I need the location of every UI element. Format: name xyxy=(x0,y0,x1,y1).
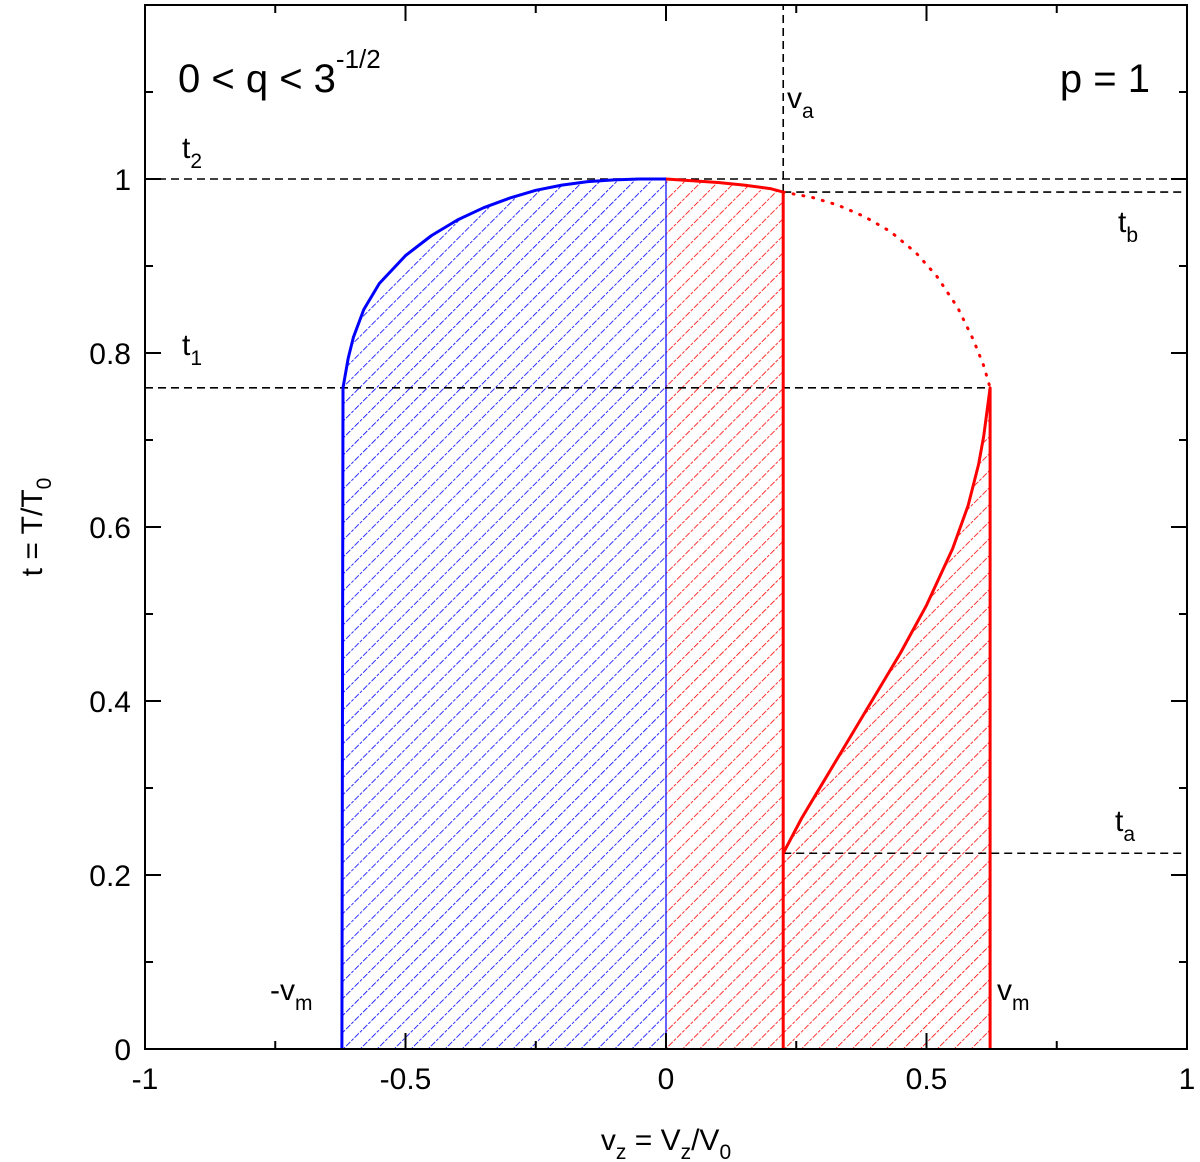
tb-label: tb xyxy=(1118,206,1138,247)
series-line-2 xyxy=(781,190,992,390)
t2-label: t2 xyxy=(182,132,202,173)
x-axis-title: vz = Vz/V0 xyxy=(601,1124,731,1162)
hatch-fill-blue xyxy=(341,179,666,1049)
hatch-fill-red-right xyxy=(783,387,991,1049)
va-label: va xyxy=(787,82,814,123)
series-line-0 xyxy=(340,177,666,1049)
y-tick-label: 0.6 xyxy=(89,512,131,545)
hatched-regions xyxy=(341,179,991,1049)
series-curves xyxy=(340,177,992,1049)
x-tick-label: 0.5 xyxy=(906,1063,948,1096)
y-tick-label: 0.2 xyxy=(89,860,131,893)
vm-label: vm xyxy=(997,974,1030,1015)
x-tick-label: -0.5 xyxy=(380,1063,432,1096)
y-axis-title: t = T/T0 xyxy=(16,478,56,577)
x-tick-label: -1 xyxy=(132,1063,159,1096)
y-tick-label: 0 xyxy=(114,1034,131,1067)
x-tick-label: 0 xyxy=(658,1063,675,1096)
hatch-fill-red-left xyxy=(666,179,784,1049)
x-tick-label: 1 xyxy=(1179,1063,1196,1096)
region-label: 0 < q < 3-1/2 xyxy=(178,44,381,101)
y-tick-label: 0.4 xyxy=(89,686,131,719)
tick-labels: -1 -0.5 0 0.5 1 0 0.2 0.4 0.6 0.8 1 xyxy=(89,164,1195,1096)
param-label: p = 1 xyxy=(1060,57,1150,101)
y-tick-label: 1 xyxy=(114,164,131,197)
t1-label: t1 xyxy=(182,329,202,370)
series-line-3 xyxy=(781,386,992,1049)
ta-label: ta xyxy=(1115,805,1135,846)
neg-vm-label: -vm xyxy=(270,974,313,1015)
axis-ticks xyxy=(144,4,1188,1050)
y-tick-label: 0.8 xyxy=(89,338,131,371)
